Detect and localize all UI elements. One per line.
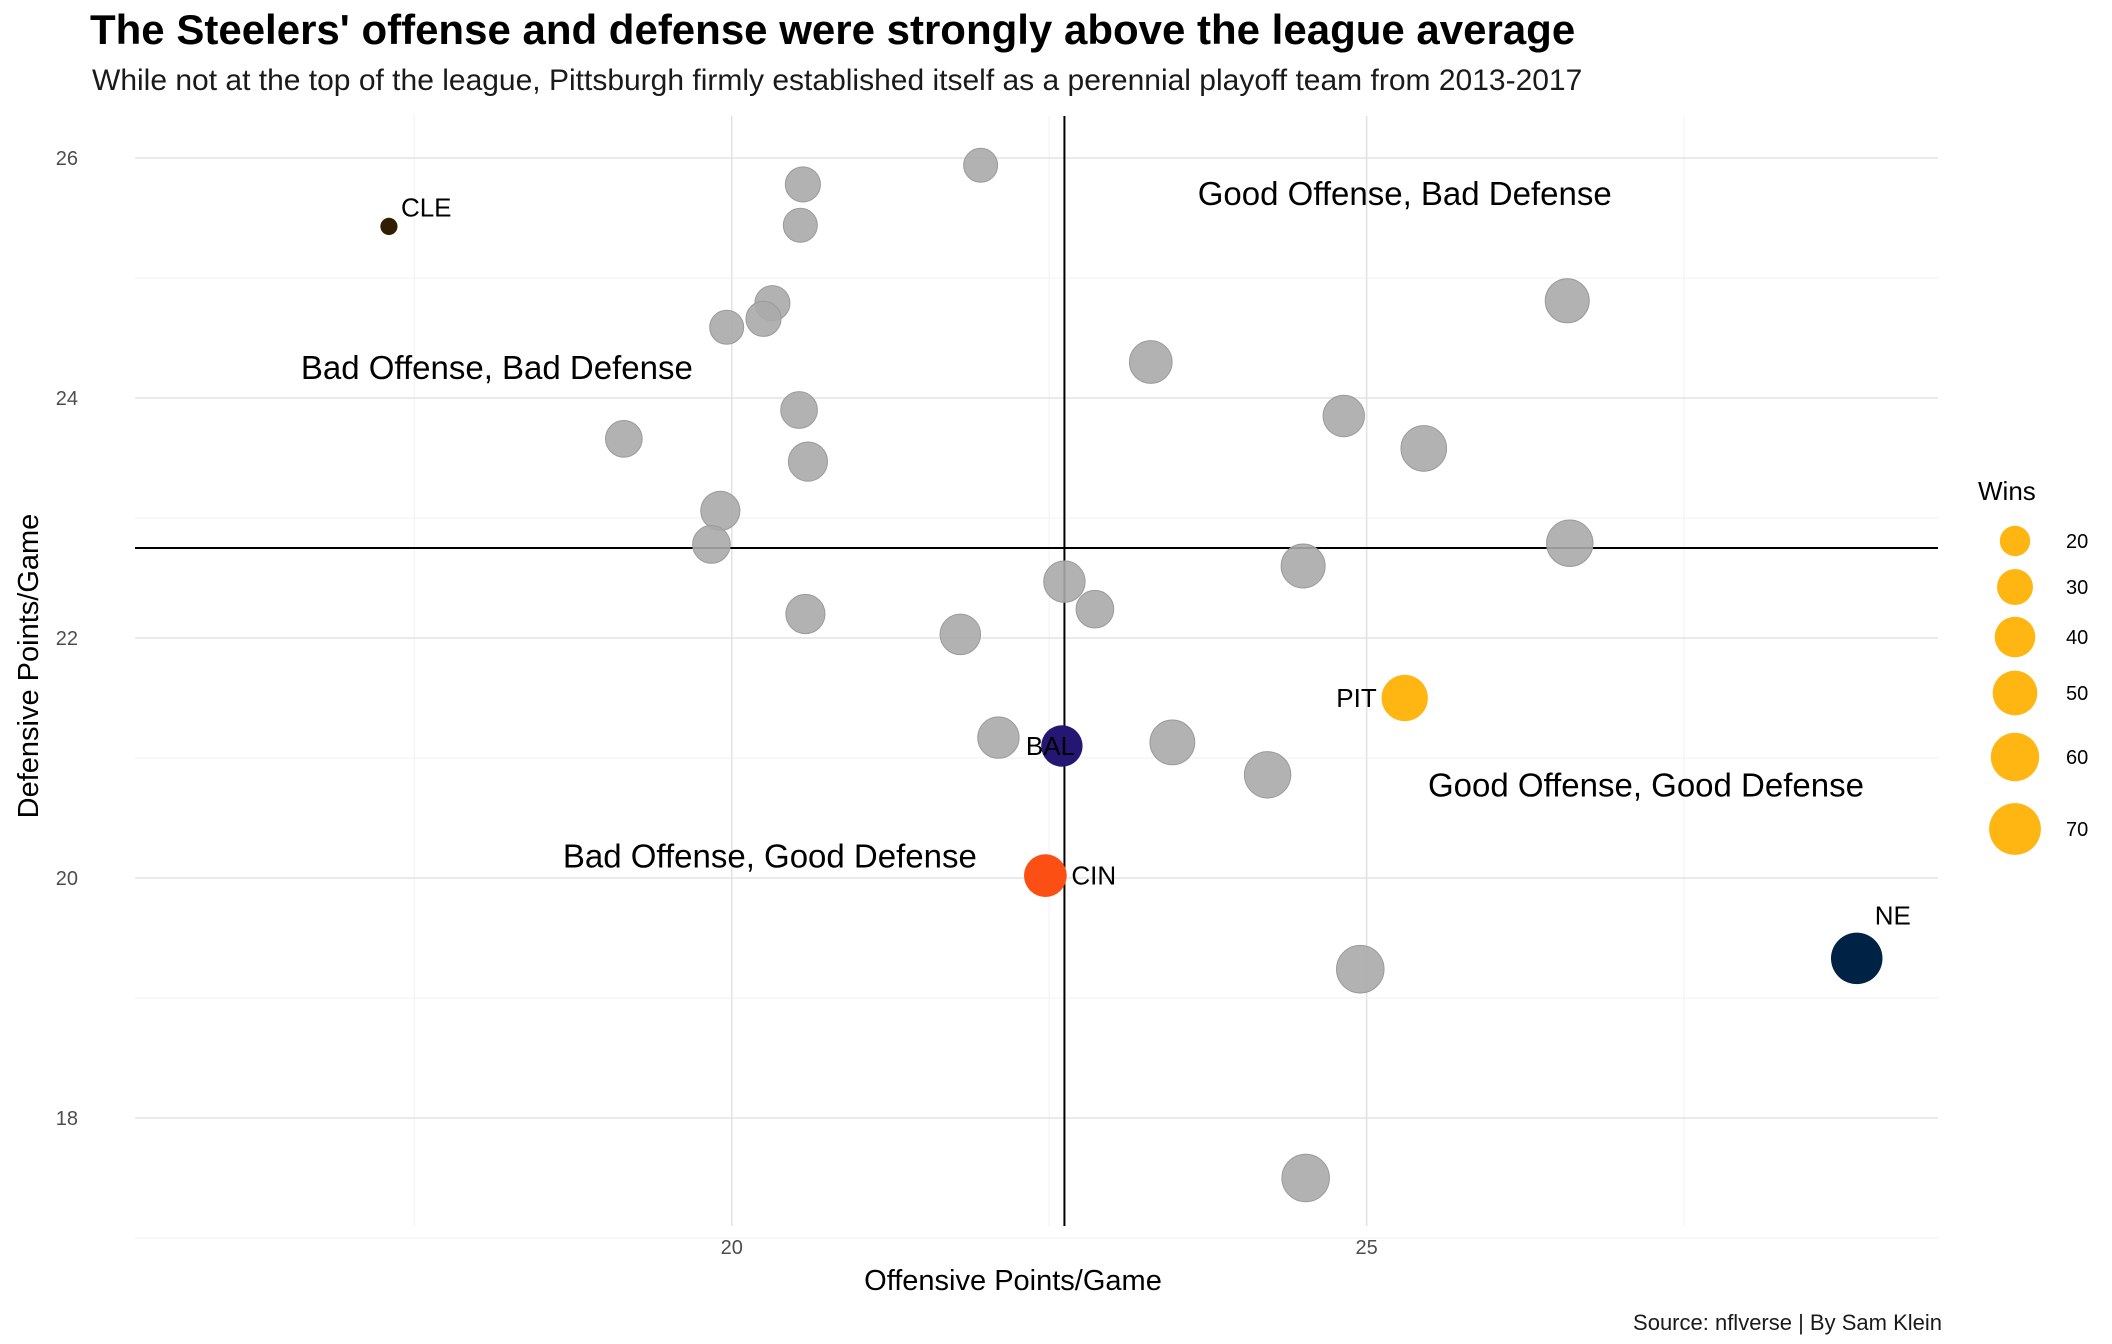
legend-key [1989,803,2041,855]
team-point [1043,560,1086,603]
quadrant-label: Good Offense, Bad Defense [1198,175,1612,212]
team-point-cin [1024,854,1067,897]
team-point [1281,1153,1330,1203]
legend-key [1992,670,2038,716]
legend-key [1994,616,2036,658]
reference-lines [135,116,1938,1226]
legend: Wins 20 30 40 50 60 70 [1978,476,2088,855]
team-point [1280,543,1326,589]
x-tick-label: 25 [1356,1237,1378,1259]
team-point [963,147,999,183]
y-tick-label: 26 [56,148,78,170]
x-tick-label: 20 [721,1237,743,1259]
team-point [605,419,643,458]
team-label-ne: NE [1875,900,1911,930]
team-point [1546,519,1594,567]
team-point [692,525,731,564]
legend-label: 50 [2066,683,2088,705]
quadrant-label: Bad Offense, Good Defense [563,837,977,874]
quadrant-labels: Good Offense, Bad Defense Bad Offense, Ba… [301,175,1864,874]
data-points [380,147,1883,1203]
team-point [782,207,818,243]
team-label-cin: CIN [1071,861,1116,891]
team-point-pit [1381,674,1428,722]
team-point [977,716,1020,759]
quadrant-label: Bad Offense, Bad Defense [301,349,693,386]
team-point [780,391,818,429]
team-point [1243,751,1292,799]
team-point-bal [1041,725,1083,767]
team-point [1400,425,1448,472]
x-axis-title: Offensive Points/Game [864,1265,1162,1297]
team-point [745,300,782,337]
team-labels: CLE BAL CIN PIT NE [401,192,1911,930]
y-tick-label: 22 [56,628,78,650]
team-point [1322,394,1365,438]
team-point [1128,340,1173,384]
legend-title: Wins [1978,476,2036,506]
legend-key [1990,732,2040,782]
team-point [1336,944,1385,994]
team-label-pit: PIT [1336,683,1377,713]
chart-title: The Steelers' offense and defense were s… [90,6,1576,53]
team-point [787,441,829,482]
team-point [939,613,982,656]
team-point [1149,719,1196,766]
legend-key [1999,525,2031,557]
grid-lines [135,116,1938,1239]
legend-label: 20 [2066,531,2088,553]
team-label-bal: BAL [1026,731,1075,761]
y-tick-label: 20 [56,868,78,890]
team-label-cle: CLE [401,192,452,222]
legend-key [1997,569,2033,605]
legend-label: 40 [2066,627,2088,649]
quadrant-label: Good Offense, Good Defense [1428,767,1864,804]
team-point [784,166,821,203]
legend-label: 60 [2066,747,2088,769]
team-point [785,593,826,635]
team-point-ne [1830,932,1883,985]
team-point [1075,589,1115,629]
legend-label: 30 [2066,577,2088,599]
team-point [1544,278,1590,324]
team-point [709,309,745,345]
chart-caption: Source: nflverse | By Sam Klein [1633,1310,1942,1335]
team-point [700,490,741,531]
y-axis-title: Defensive Points/Game [13,514,45,819]
team-point-cle [380,217,398,235]
legend-label: 70 [2066,819,2088,841]
y-tick-label: 18 [56,1108,78,1130]
chart-subtitle: While not at the top of the league, Pitt… [92,64,1583,97]
axis-ticks: 20 25 18 20 22 24 26 [56,148,1378,1259]
y-tick-label: 24 [56,388,78,410]
